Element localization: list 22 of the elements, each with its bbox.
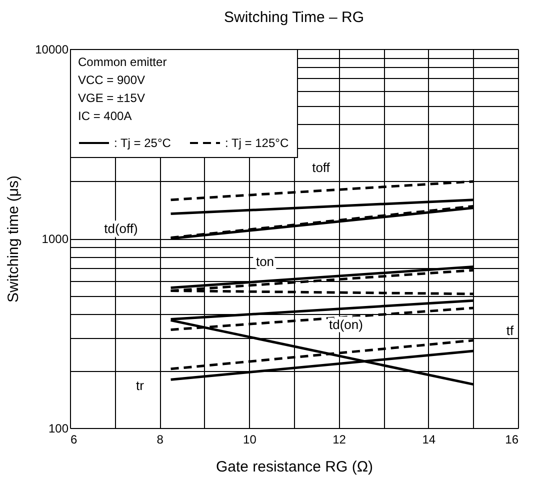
x-tick-label: 16 <box>505 432 519 446</box>
annotation: Common emitter <box>78 55 167 69</box>
annotation: VGE = ±15V <box>78 91 145 105</box>
y-axis-title: Switching time (μs) <box>5 175 22 303</box>
legend-label: : Tj = 25°C <box>114 136 172 150</box>
chart-title: Switching Time – RG <box>224 9 364 26</box>
annotation: tf <box>506 323 514 338</box>
x-tick-label: 10 <box>243 432 257 446</box>
y-tick-label: 100 <box>48 422 69 436</box>
annotation: toff <box>312 160 330 175</box>
legend-label: : Tj = 125°C <box>225 136 289 150</box>
annotation: ton <box>256 254 274 269</box>
annotation: tr <box>136 378 145 393</box>
y-tick-label: 10000 <box>35 42 69 56</box>
x-tick-label: 12 <box>332 432 346 446</box>
x-tick-label: 6 <box>70 432 78 446</box>
x-tick-label: 8 <box>156 432 164 446</box>
annotation: IC = 400A <box>78 109 132 123</box>
x-tick-label: 14 <box>422 432 436 446</box>
x-axis-title: Gate resistance RG (Ω) <box>216 458 374 476</box>
y-tick-label: 1000 <box>42 232 69 246</box>
annotation: VCC = 900V <box>78 73 146 87</box>
